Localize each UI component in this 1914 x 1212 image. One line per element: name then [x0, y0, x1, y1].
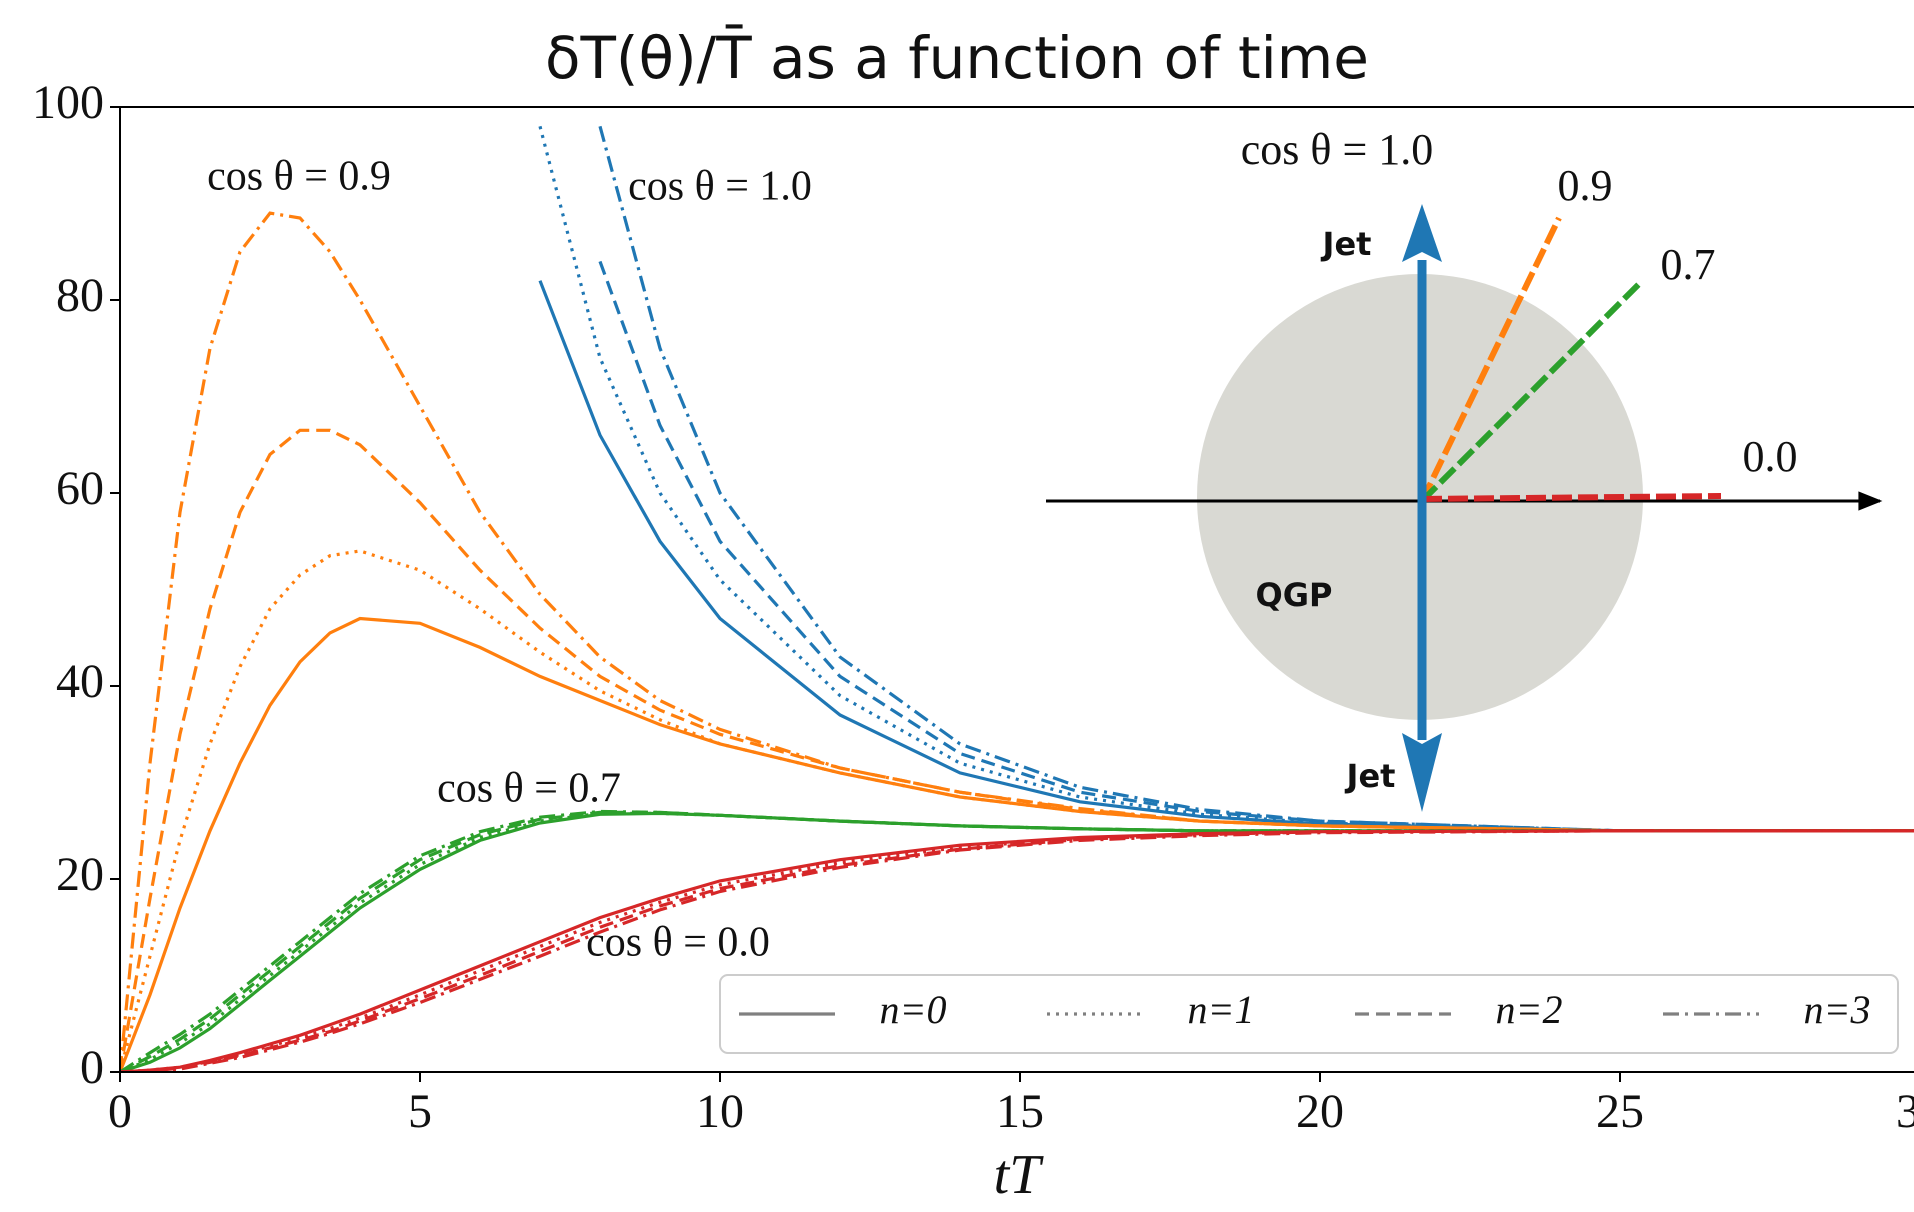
x-tick-label: 25 — [1596, 1085, 1644, 1138]
y-tick-label: 60 — [56, 462, 104, 515]
data-line — [120, 428, 1914, 1072]
angle-line — [1421, 493, 1722, 502]
legend-label: n=1 — [1188, 987, 1255, 1032]
jet-label: Jet — [1345, 757, 1396, 795]
x-tick-label: 20 — [1296, 1085, 1344, 1138]
jet-arrowhead — [1402, 733, 1442, 812]
curve-annotation: cos θ = 1.0 — [628, 164, 812, 210]
legend-frame — [719, 974, 1899, 1054]
curve-annotation: cos θ = 0.7 — [437, 766, 621, 812]
x-tick-label: 30 — [1896, 1085, 1914, 1138]
legend: n=0 n=1 n=2 n=3 — [719, 974, 1899, 1054]
curve-annotation: cos θ = 0.9 — [207, 154, 391, 200]
inset-diagram: cos θ = 1.0 0.9 0.7 0.0 Jet Jet QGP — [1046, 125, 1883, 812]
legend-label: n=3 — [1804, 987, 1871, 1032]
legend-label: n=2 — [1496, 987, 1563, 1032]
jet-label: Jet — [1321, 225, 1372, 263]
x-axis-label: tT — [994, 1144, 1045, 1206]
medium-label: QGP — [1256, 576, 1333, 614]
angle-label: 0.0 — [1743, 432, 1798, 481]
data-line — [598, 260, 1914, 833]
x-tick-label: 0 — [108, 1085, 132, 1138]
x-tick-label: 10 — [696, 1085, 744, 1138]
y-tick-label: 40 — [56, 655, 104, 708]
lines — [120, 125, 1914, 1072]
y-tick-label: 0 — [80, 1041, 104, 1094]
data-line — [120, 829, 1914, 1072]
x-tick-label: 15 — [996, 1085, 1044, 1138]
data-line — [120, 211, 1914, 1072]
y-tick-label: 80 — [56, 269, 104, 322]
inset-axis-label: cos θ = 1.0 — [1241, 125, 1434, 174]
curve-annotation: cos θ = 0.0 — [586, 920, 770, 966]
legend-label: n=0 — [880, 987, 947, 1032]
angle-label: 0.7 — [1661, 240, 1716, 289]
x-tick-label: 5 — [408, 1085, 432, 1138]
jet-arrowhead — [1402, 204, 1442, 262]
angle-line — [1419, 216, 1562, 503]
chart-title: δT(θ)/T̄ as a function of time — [545, 23, 1369, 93]
y-tick-label: 100 — [32, 76, 104, 129]
angle-label: 0.9 — [1558, 161, 1613, 210]
data-line — [120, 809, 1914, 1072]
y-tick-label: 20 — [56, 848, 104, 901]
